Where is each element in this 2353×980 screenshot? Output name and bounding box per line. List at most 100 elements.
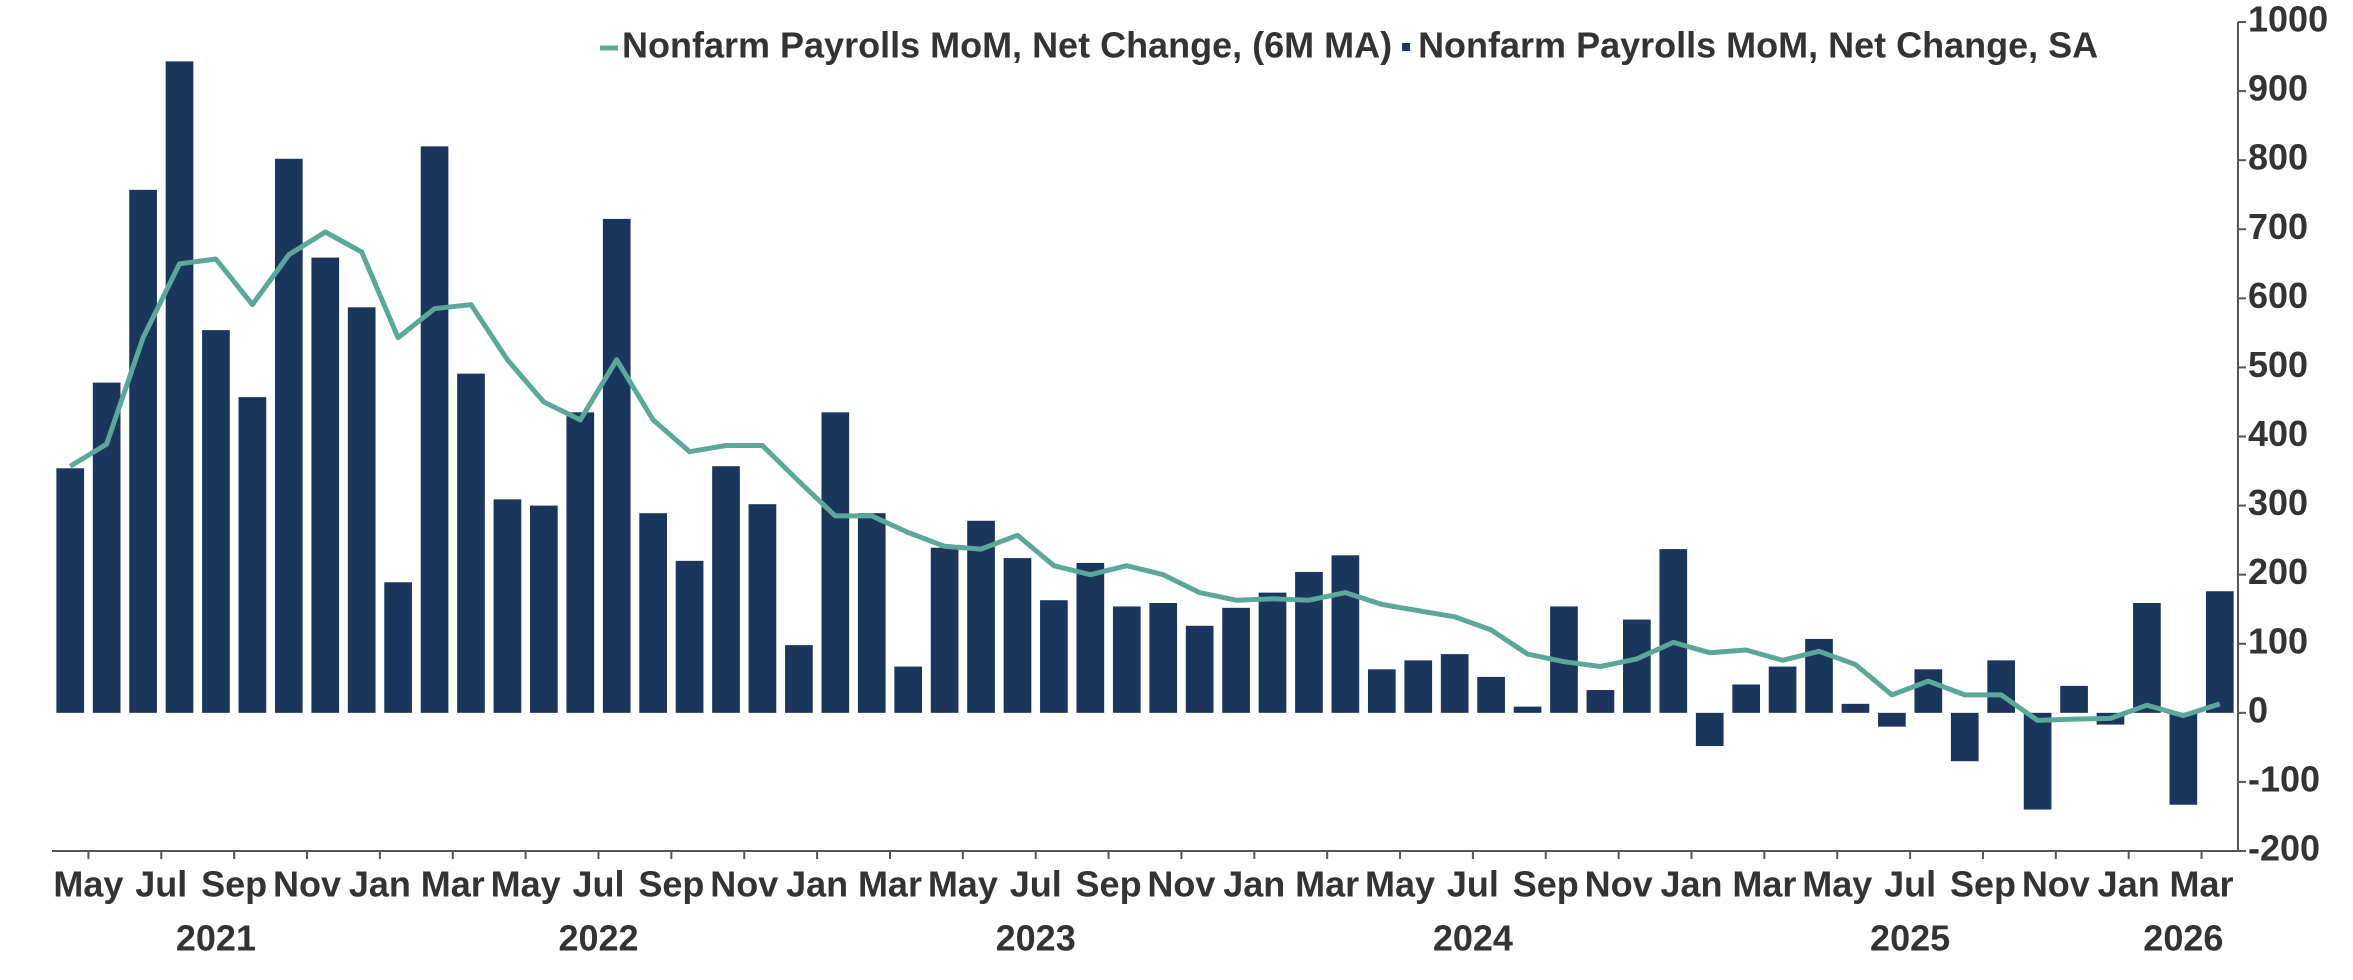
legend-marker bbox=[1402, 43, 1411, 51]
y-tick-label: 600 bbox=[2248, 275, 2308, 316]
legend-label: Nonfarm Payrolls MoM, Net Change, (6M MA… bbox=[622, 25, 1392, 66]
bar bbox=[56, 468, 85, 713]
bar bbox=[821, 412, 850, 713]
bar bbox=[1040, 600, 1068, 713]
x-tick-label: Jul bbox=[572, 864, 624, 905]
y-tick-label: -100 bbox=[2248, 758, 2320, 799]
y-tick-label: 900 bbox=[2248, 68, 2308, 109]
bar bbox=[347, 307, 376, 713]
bar bbox=[1185, 625, 1214, 713]
y-tick-label: 100 bbox=[2248, 620, 2308, 661]
bar bbox=[566, 412, 595, 713]
bar bbox=[1841, 703, 1870, 713]
bar bbox=[675, 560, 704, 713]
bar bbox=[238, 397, 267, 713]
bar bbox=[1076, 562, 1105, 713]
bar bbox=[1987, 660, 2016, 713]
x-tick-label: Mar bbox=[2170, 864, 2234, 905]
x-tick-label: Sep bbox=[1950, 864, 2016, 905]
bar bbox=[92, 382, 121, 713]
bar bbox=[274, 158, 303, 713]
year-label: 2022 bbox=[558, 918, 638, 959]
x-tick-label: Nov bbox=[710, 864, 778, 905]
bar bbox=[1222, 607, 1250, 713]
bar bbox=[1659, 549, 1688, 713]
x-tick-label: Jan bbox=[349, 864, 411, 905]
x-tick-label: Jan bbox=[1660, 864, 1722, 905]
bar bbox=[457, 373, 485, 713]
bar bbox=[1149, 602, 1178, 713]
bar bbox=[165, 61, 194, 713]
year-label: 2025 bbox=[1870, 918, 1950, 959]
legend-label: Nonfarm Payrolls MoM, Net Change, SA bbox=[1418, 25, 2098, 66]
bar bbox=[420, 146, 449, 713]
bar bbox=[129, 189, 157, 713]
x-tick-label: Nov bbox=[273, 864, 341, 905]
bar bbox=[2133, 602, 2161, 713]
bar bbox=[930, 547, 959, 713]
bar bbox=[1732, 684, 1760, 713]
x-tick-label: May bbox=[1802, 864, 1872, 905]
y-tick-label: 800 bbox=[2248, 137, 2308, 178]
y-tick-label: 0 bbox=[2248, 689, 2268, 730]
year-label: 2024 bbox=[1433, 918, 1513, 959]
x-tick-label: Mar bbox=[1732, 864, 1796, 905]
x-tick-label: Nov bbox=[2022, 864, 2090, 905]
y-tick-label: 300 bbox=[2248, 482, 2308, 523]
bar bbox=[202, 330, 230, 713]
x-tick-label: Sep bbox=[1076, 864, 1142, 905]
x-tick-label: Mar bbox=[421, 864, 485, 905]
bar bbox=[1112, 606, 1141, 713]
x-tick-label: Sep bbox=[1513, 864, 1579, 905]
x-tick-label: May bbox=[491, 864, 561, 905]
bar bbox=[384, 582, 412, 713]
bar bbox=[1331, 555, 1360, 713]
bar bbox=[639, 513, 667, 713]
x-tick-label: May bbox=[1365, 864, 1435, 905]
bar bbox=[857, 513, 886, 713]
x-tick-label: Sep bbox=[201, 864, 267, 905]
bar bbox=[1586, 690, 1615, 713]
bar bbox=[1440, 654, 1469, 713]
bar bbox=[2169, 712, 2198, 805]
year-label: 2021 bbox=[176, 918, 256, 959]
bar bbox=[1404, 660, 1433, 713]
bar bbox=[894, 666, 923, 713]
bar bbox=[1950, 712, 1979, 762]
x-tick-label: Jan bbox=[1223, 864, 1285, 905]
bar bbox=[1878, 712, 1906, 727]
x-tick-label: May bbox=[53, 864, 123, 905]
x-tick-label: Jul bbox=[1010, 864, 1062, 905]
year-label: 2026 bbox=[2143, 918, 2223, 959]
bar bbox=[748, 504, 777, 713]
bar bbox=[311, 257, 340, 713]
bar bbox=[1003, 558, 1032, 713]
bar bbox=[2023, 712, 2052, 810]
x-tick-label: Jan bbox=[786, 864, 848, 905]
bar bbox=[530, 505, 558, 713]
bar bbox=[967, 520, 995, 713]
line bbox=[68, 229, 2221, 723]
x-tick-label: Mar bbox=[1295, 864, 1359, 905]
y-tick-label: 1000 bbox=[2248, 0, 2328, 40]
x-tick-label: Jul bbox=[1447, 864, 1499, 905]
bar bbox=[712, 466, 740, 713]
bar bbox=[1768, 666, 1797, 713]
bar bbox=[602, 218, 631, 713]
bar bbox=[493, 499, 522, 713]
x-tick-label: Nov bbox=[1147, 864, 1215, 905]
x-tick-label: Jul bbox=[1884, 864, 1936, 905]
year-label: 2023 bbox=[996, 918, 1076, 959]
x-tick-label: Jul bbox=[135, 864, 187, 905]
y-tick-label: 200 bbox=[2248, 551, 2308, 592]
y-tick-label: 700 bbox=[2248, 206, 2308, 247]
x-tick-label: Nov bbox=[1585, 864, 1653, 905]
bar bbox=[1914, 669, 1943, 713]
bar bbox=[2060, 685, 2088, 713]
bar bbox=[2205, 591, 2234, 713]
bar bbox=[1695, 712, 1724, 746]
bar bbox=[1477, 676, 1505, 713]
bar bbox=[1295, 571, 1323, 713]
